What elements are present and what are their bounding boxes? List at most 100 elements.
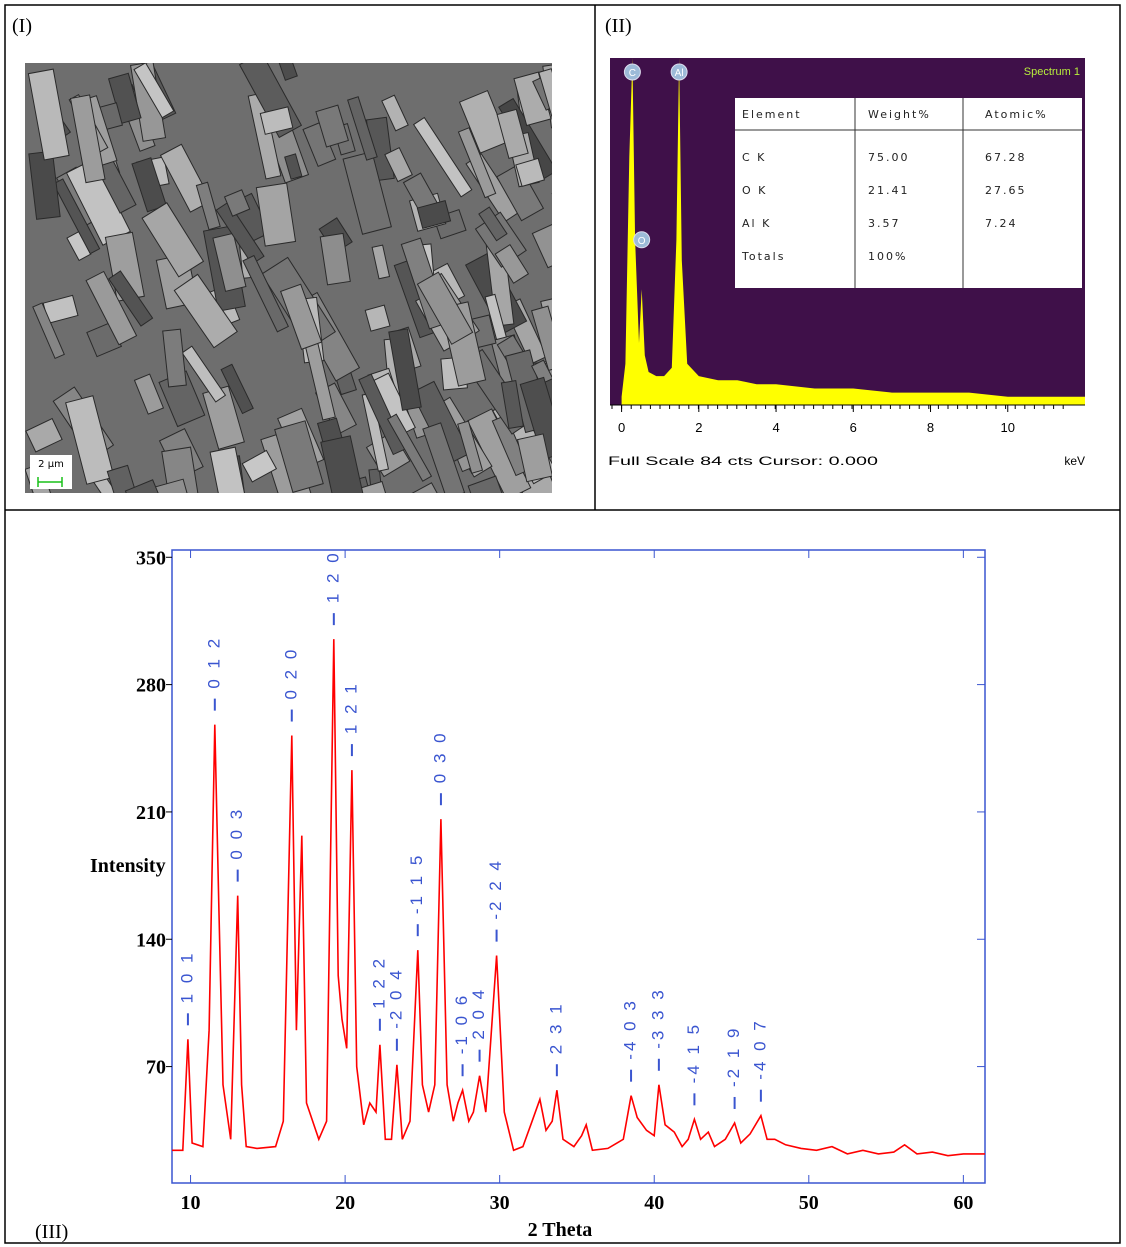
crystal [52,178,101,255]
crystal [484,293,507,341]
scale-box [30,455,72,489]
hkl-label: 1 2 2 [369,956,388,1009]
crystal [65,395,115,485]
x-tick-label: 50 [799,1192,819,1214]
crystal [412,116,473,198]
crystal [384,147,413,183]
hkl-label: 1 0 1 [177,950,196,1003]
y-tick-label: 280 [136,675,166,697]
crystal [173,273,238,349]
eds-x-label: keV [1064,454,1085,468]
crystal [133,373,165,415]
table-header: Element [742,108,802,121]
spectrum-title: Spectrum 1 [1024,66,1080,78]
table-header: Atomic% [985,108,1048,121]
hkl-label: -4 0 3 [621,998,640,1059]
crystal [491,414,530,477]
crystal [496,108,529,160]
peak-marker [670,63,688,81]
hkl-label: 1 2 0 [323,550,342,603]
table-cell: 100% [868,250,907,263]
crystal [220,363,254,415]
plot-frame [171,549,986,1184]
panel-label: (III) [35,1221,68,1243]
crystal [284,153,303,180]
hkl-label: -2 0 4 [386,967,405,1028]
crystal [371,244,391,280]
hkl-label: -4 1 5 [684,1022,703,1083]
hkl-label: -2 2 4 [486,858,505,919]
crystal [69,94,106,184]
sem-image [25,63,604,493]
crystal [209,446,250,493]
crystal [358,373,407,456]
crystal [386,413,433,482]
eds-table: Element Weight% Atomic% C K 75.00 67.28 O K 21.… [735,98,1082,288]
crystal [108,270,154,327]
crystal [551,185,552,277]
y-tick-label: 350 [136,547,166,569]
crystal [320,435,369,493]
table-cell: C K [742,151,766,164]
peak-marker [623,63,641,81]
crystal [457,127,497,199]
x-tick-label: 6 [850,420,857,435]
crystal [531,305,552,372]
y-tick-label: 140 [136,929,166,951]
crystal [28,150,61,220]
crystal [27,68,70,161]
hkl-label: -1 1 5 [407,853,426,914]
peak-label: Al [675,68,684,79]
crystal [538,68,552,150]
crystal [457,420,484,474]
crystal [416,271,474,345]
y-axis-label: Intensity [90,855,166,877]
table-cell: O K [742,184,767,197]
crystal [562,70,580,113]
crystal [181,345,227,403]
hkl-label: 1 2 1 [341,681,360,734]
crystal [467,475,505,493]
crystal [531,222,552,269]
x-tick-label: 40 [644,1192,664,1214]
table-header: Weight% [868,108,931,121]
spectrum-box [1016,62,1082,80]
y-tick-label: 70 [146,1057,166,1079]
hkl-label: 0 1 2 [204,636,223,689]
hkl-label: 0 3 0 [430,730,449,783]
crystal [259,106,294,135]
table-cell: Al K [742,217,771,230]
crystal [315,104,350,148]
crystal [496,163,545,222]
x-tick-label: 30 [490,1192,510,1214]
x-tick-label: 0 [618,420,625,435]
crystal [494,244,530,284]
hkl-label: -3 3 3 [648,987,667,1048]
peak-marker [633,231,651,249]
crystal [275,63,298,81]
x-axis-label: 2 Theta [528,1219,593,1241]
crystal [319,232,351,286]
crystal [215,201,265,265]
crystal [515,157,546,188]
crystal [85,270,138,346]
xrd-chart: 70 140 210 280 350 10 20 30 40 50 60 1 0 1 0 1 2 0 0 … [136,547,986,1214]
crystal [195,181,221,231]
hkl-label: -2 1 9 [724,1025,743,1086]
crystal [405,482,465,493]
crystal [133,63,175,119]
x-tick-label: 2 [695,420,702,435]
crystal [159,143,212,213]
table-cell: 21.41 [868,184,910,197]
crystal [519,376,552,461]
hkl-label: -4 0 7 [750,1018,769,1079]
crystal [516,433,552,483]
hkl-label: 2 3 1 [546,1001,565,1054]
crystal [563,291,604,342]
panel-label: (I) [12,15,32,37]
crystal [279,283,323,350]
hkl-label: 0 2 0 [281,647,300,700]
crystal [212,232,247,292]
x-tick-label: 60 [953,1192,973,1214]
